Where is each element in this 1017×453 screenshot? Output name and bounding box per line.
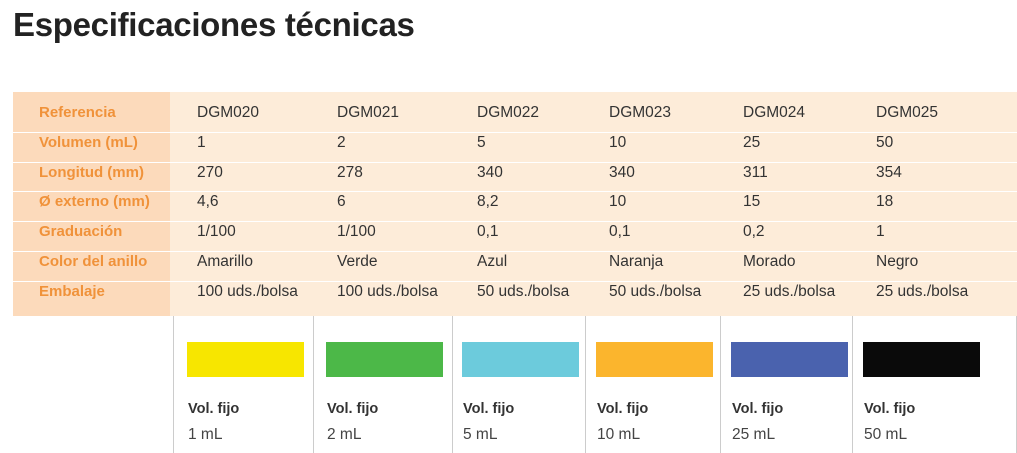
product-volume: 5 mL — [463, 426, 498, 443]
color-swatch — [731, 342, 848, 377]
row-label: Volumen (mL) — [39, 133, 138, 151]
cell: Naranja — [609, 253, 664, 270]
cell: 311 — [743, 163, 768, 181]
color-swatch — [326, 342, 443, 377]
product-volume: 10 mL — [597, 426, 641, 443]
cell: 354 — [876, 163, 902, 181]
cell: 2 — [337, 133, 346, 151]
row-divider — [13, 191, 1017, 193]
cell: 5 — [477, 133, 486, 151]
label-column — [13, 92, 170, 316]
column-divider — [585, 316, 586, 453]
cell: 25 — [743, 133, 761, 151]
row-divider — [13, 221, 1017, 223]
cell: 278 — [337, 163, 363, 181]
cell: 270 — [197, 163, 223, 181]
spec-table: Referencia DGM020 DGM021 DGM022 DGM023 DGM024… — [13, 92, 1017, 316]
color-swatch — [596, 342, 713, 377]
product-label: Vol. fijo — [864, 401, 916, 417]
row-divider — [13, 161, 1017, 163]
cell: Amarillo — [197, 253, 253, 270]
cell: 1 — [197, 133, 206, 151]
cell: 100 uds./bolsa — [197, 282, 298, 300]
product-label: Vol. fijo — [463, 401, 515, 417]
cell: DGM023 — [609, 104, 672, 121]
cell: 1/100 — [337, 223, 376, 241]
cell: 10 — [609, 133, 627, 151]
product-label: Vol. fijo — [188, 401, 240, 417]
row-label: Longitud (mm) — [39, 163, 144, 181]
cell: 15 — [743, 193, 761, 211]
column-divider — [313, 316, 314, 453]
cell: 8,2 — [477, 193, 499, 211]
cell: 100 uds./bolsa — [337, 282, 438, 300]
cell: 340 — [609, 163, 635, 181]
row-divider — [13, 280, 1017, 282]
color-swatch — [863, 342, 980, 377]
cell: 50 uds./bolsa — [477, 282, 570, 300]
row-divider — [13, 131, 1017, 133]
cell: 4,6 — [197, 193, 219, 211]
color-swatch — [462, 342, 579, 377]
product-volume: 25 mL — [732, 426, 776, 443]
cell: DGM022 — [477, 104, 540, 121]
row-label: Color del anillo — [39, 253, 148, 270]
row-label: Referencia — [39, 104, 116, 121]
title: Especificaciones técnicas — [13, 6, 415, 43]
cell: 1/100 — [197, 223, 236, 241]
cell: DGM025 — [876, 104, 939, 121]
cell: 0,1 — [609, 223, 631, 241]
cell: 0,2 — [743, 223, 765, 241]
cell: Azul — [477, 253, 508, 270]
cell: Morado — [743, 253, 796, 270]
row-label: Graduación — [39, 223, 123, 241]
cell: Negro — [876, 253, 919, 270]
cell: Verde — [337, 253, 378, 270]
row-label: Embalaje — [39, 282, 105, 300]
column-divider — [452, 316, 453, 453]
column-divider — [720, 316, 721, 453]
row-divider — [13, 251, 1017, 252]
cell: DGM024 — [743, 104, 806, 121]
cell: 50 uds./bolsa — [609, 282, 702, 300]
cell: 25 uds./bolsa — [876, 282, 969, 300]
cell: 25 uds./bolsa — [743, 282, 836, 300]
cell: 18 — [876, 193, 894, 211]
cell: 340 — [477, 163, 503, 181]
column-divider — [173, 316, 174, 453]
cell: 0,1 — [477, 223, 499, 241]
product-volume: 1 mL — [188, 426, 223, 443]
cell: DGM021 — [337, 104, 400, 121]
cell: 6 — [337, 193, 346, 211]
column-divider — [852, 316, 853, 453]
cell: 1 — [876, 223, 885, 241]
product-volume: 50 mL — [864, 426, 908, 443]
product-volume: 2 mL — [327, 426, 362, 443]
cell: 50 — [876, 133, 894, 151]
product-label: Vol. fijo — [327, 401, 379, 417]
product-label: Vol. fijo — [597, 401, 649, 417]
cell: 10 — [609, 193, 627, 211]
row-label: Ø externo (mm) — [39, 193, 150, 211]
color-swatch — [187, 342, 304, 377]
cell: DGM020 — [197, 104, 260, 121]
product-label: Vol. fijo — [732, 401, 784, 417]
